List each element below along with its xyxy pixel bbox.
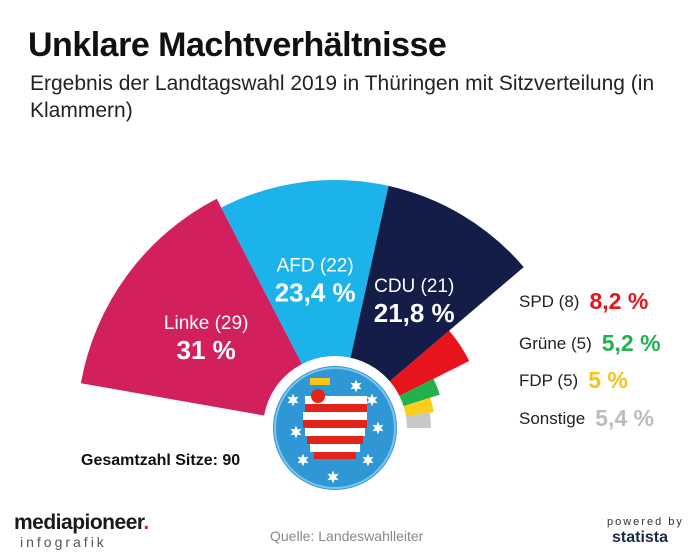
seat-label-sonstige: Sonstige [519,409,585,428]
slice-cdu [335,185,524,428]
value-label-gruene: 5,2 % [602,330,661,356]
value-label-fdp: 5 % [588,367,628,393]
emblem-star-icon [362,453,374,467]
value-label-afd: 23,4 % [275,278,356,308]
chart-title: Unklare Machtverhältnisse [28,26,447,64]
total-seats-label: Gesamtzahl Sitze: 90 [81,452,241,469]
source-note: Quelle: Landeswahlleiter [270,528,424,544]
emblem-star-icon [287,393,299,407]
seat-label-fdp: FDP (5) [519,371,578,390]
lion-icon [303,378,367,459]
value-label-linke: 31 % [177,335,236,365]
coat-of-arms-emblem [263,356,407,500]
value-label-spd: 8,2 % [589,288,648,314]
slice-linke [80,198,335,428]
emblem-star-icon [327,470,339,484]
emblem-star-icon [350,379,362,393]
emblem-star-icon [290,425,302,439]
seat-label-spd: SPD (8) [519,292,579,311]
chart-subtitle: Ergebnis der Landtagswahl 2019 in Thürin… [30,72,655,122]
seat-label-cdu: CDU (21) [374,276,454,297]
emblem-star-icon [297,453,309,467]
seat-label-gruene: Grüne (5) [519,334,592,353]
powered-by-label: powered by [607,516,684,528]
value-label-sonstige: 5,4 % [595,405,654,431]
mediapioneer-logo: mediapioneer. [14,511,149,534]
value-label-cdu: 21,8 % [374,298,455,328]
emblem-star-icon [372,421,384,435]
seat-label-afd: AFD (22) [277,256,354,277]
mediapioneer-sub-logo: infografik [20,534,107,550]
statista-logo: statista [612,529,669,546]
emblem-star-icon [366,393,378,407]
seat-label-linke: Linke (29) [164,313,249,334]
